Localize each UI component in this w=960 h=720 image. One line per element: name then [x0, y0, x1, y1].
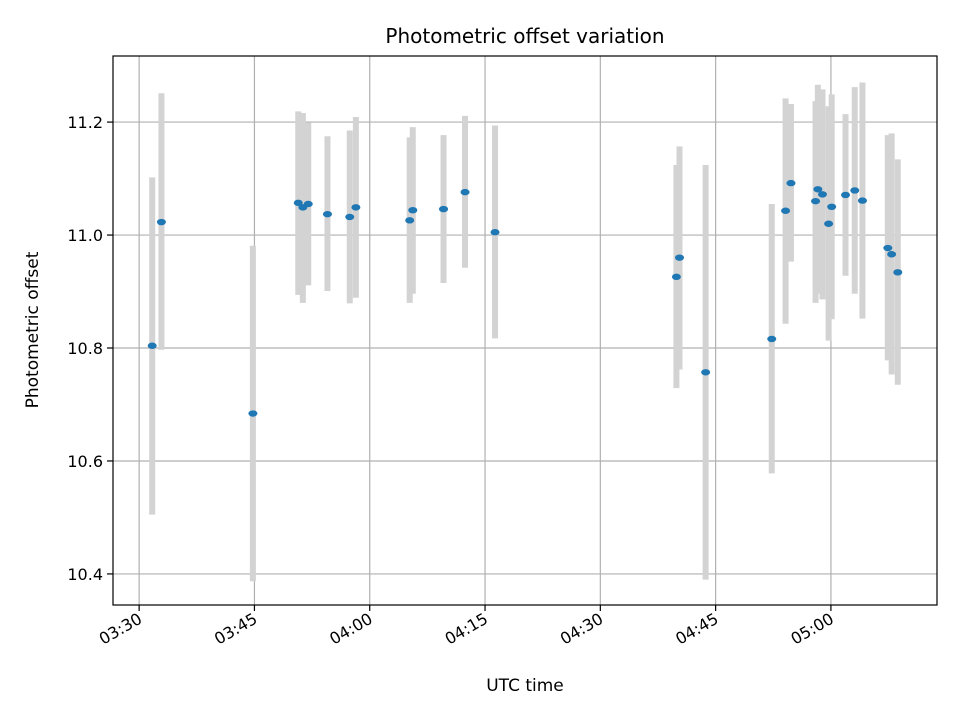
data-point — [490, 229, 500, 236]
plot-frame — [112, 55, 938, 606]
data-point — [817, 191, 827, 198]
y-tick-label: 11.2 — [67, 113, 103, 132]
data-point — [322, 210, 332, 218]
data-point — [147, 342, 157, 349]
data-point — [811, 197, 821, 205]
data-point — [850, 187, 860, 194]
data-point — [893, 269, 903, 276]
data-point — [781, 207, 791, 214]
data-point — [813, 186, 823, 193]
y-tick-label: 11.0 — [67, 226, 103, 245]
data-point — [671, 273, 681, 281]
data-point — [405, 217, 415, 224]
data-point — [156, 218, 166, 226]
y-tick-label: 10.6 — [67, 452, 103, 471]
data-point — [408, 206, 418, 214]
chart-title: Photometric offset variation — [385, 24, 664, 48]
data-point — [767, 335, 777, 343]
data-point — [248, 410, 258, 417]
data-point — [857, 197, 867, 204]
data-point — [351, 204, 361, 211]
data-point — [827, 203, 837, 211]
y-tick-label: 10.8 — [67, 339, 103, 358]
data-point — [460, 188, 470, 196]
data-point — [887, 251, 897, 258]
data-point — [786, 179, 796, 187]
data-points — [147, 179, 903, 417]
data-point — [824, 220, 834, 227]
data-point — [841, 191, 851, 199]
data-point — [675, 254, 684, 261]
y-tick-label: 10.4 — [67, 565, 103, 584]
data-point — [701, 369, 711, 376]
y-axis-ticks: 10.4 10.6 10.8 11.0 11.2 — [67, 113, 113, 584]
x-axis-label: UTC time — [486, 676, 564, 696]
data-point — [293, 199, 303, 207]
data-point — [883, 244, 893, 252]
data-point — [345, 213, 355, 221]
y-axis-label: Photometric offset — [23, 251, 43, 408]
data-point — [303, 200, 313, 208]
data-point — [439, 205, 449, 213]
